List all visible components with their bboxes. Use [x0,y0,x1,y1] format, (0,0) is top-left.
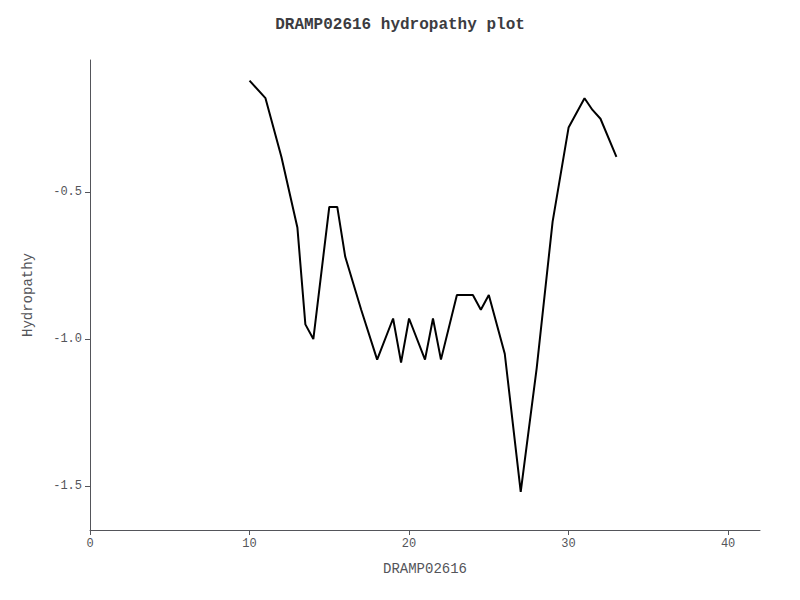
svg-text:30: 30 [561,537,575,551]
svg-text:-1.0: -1.0 [53,332,82,346]
svg-text:DRAMP02616: DRAMP02616 [383,561,467,577]
svg-text:Hydropathy: Hydropathy [20,253,36,337]
svg-text:-0.5: -0.5 [53,185,82,199]
svg-text:40: 40 [721,537,735,551]
svg-text:20: 20 [402,537,416,551]
svg-text:-1.5: -1.5 [53,479,82,493]
svg-text:10: 10 [242,537,256,551]
svg-text:DRAMP02616 hydropathy plot: DRAMP02616 hydropathy plot [275,16,525,34]
svg-text:0: 0 [86,537,93,551]
